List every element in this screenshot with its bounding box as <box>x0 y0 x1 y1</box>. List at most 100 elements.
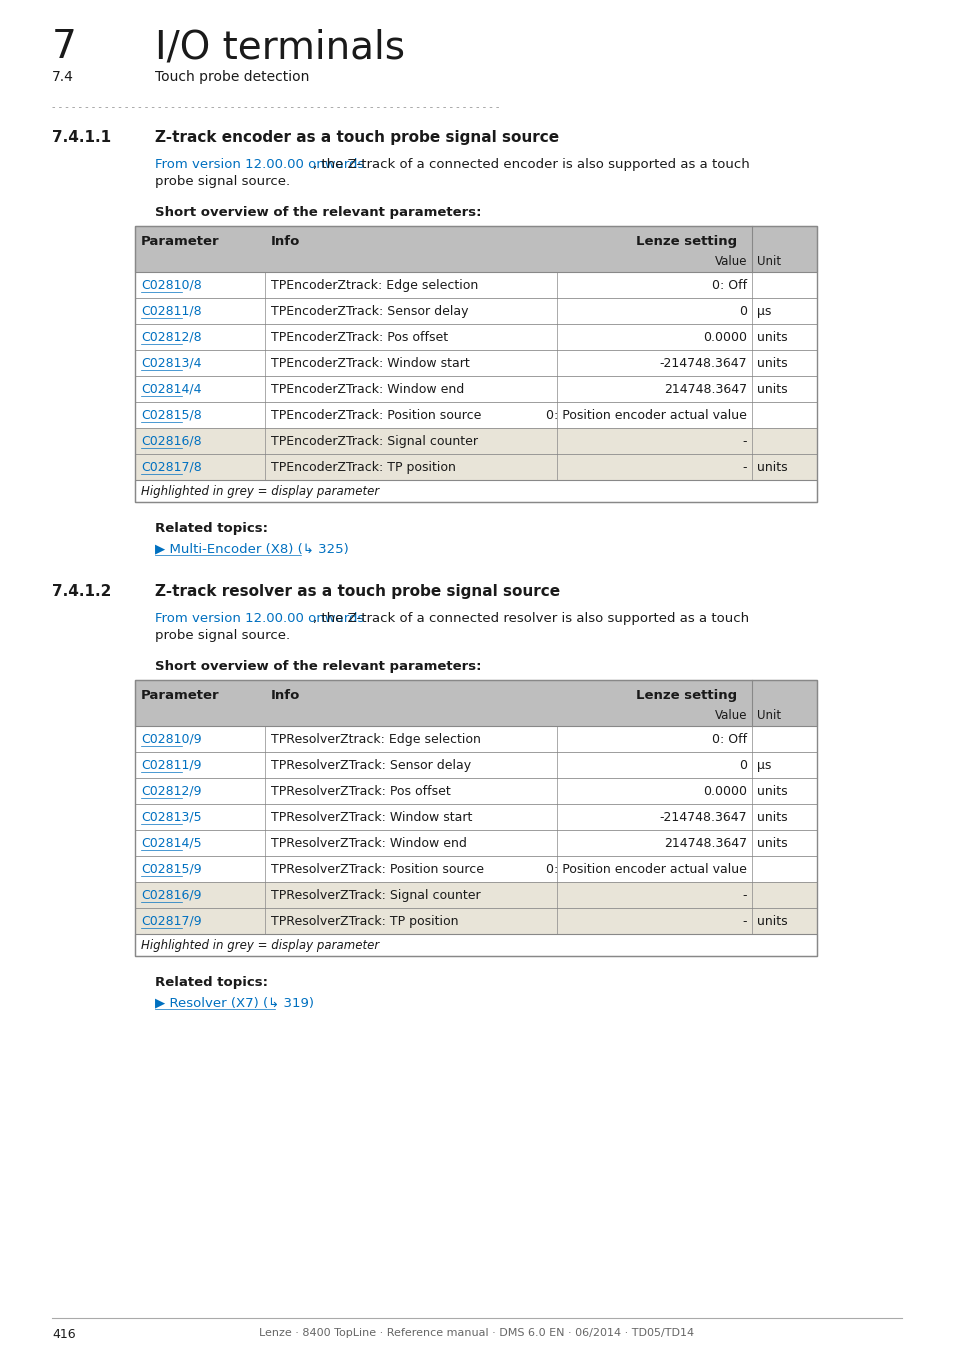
Text: C02815/9: C02815/9 <box>141 863 201 876</box>
Text: -: - <box>741 460 746 474</box>
Text: C02813/4: C02813/4 <box>141 356 201 370</box>
Text: 0.0000: 0.0000 <box>702 331 746 344</box>
Text: TPEncoderZTrack: Window end: TPEncoderZTrack: Window end <box>271 383 464 396</box>
Bar <box>135 454 816 481</box>
Text: TPResolverZTrack: Window end: TPResolverZTrack: Window end <box>271 837 466 850</box>
Text: , the Z-track of a connected resolver is also supported as a touch: , the Z-track of a connected resolver is… <box>313 612 748 625</box>
Text: Info: Info <box>271 235 300 248</box>
Bar <box>135 225 816 502</box>
Bar <box>135 225 816 271</box>
Bar <box>135 830 816 856</box>
Text: Related topics:: Related topics: <box>154 522 268 535</box>
Bar <box>135 909 816 934</box>
Bar <box>135 778 816 805</box>
Bar <box>135 324 816 350</box>
Text: C02813/5: C02813/5 <box>141 811 201 824</box>
Text: 7: 7 <box>52 28 77 66</box>
Text: TPResolverZTrack: Window start: TPResolverZTrack: Window start <box>271 811 472 824</box>
Bar <box>135 805 816 830</box>
Text: -214748.3647: -214748.3647 <box>659 356 746 370</box>
Bar <box>135 481 816 502</box>
Text: 214748.3647: 214748.3647 <box>663 837 746 850</box>
Text: From version 12.00.00 onwards: From version 12.00.00 onwards <box>154 612 364 625</box>
Text: , the Z-track of a connected encoder is also supported as a touch: , the Z-track of a connected encoder is … <box>313 158 749 171</box>
Text: 214748.3647: 214748.3647 <box>663 383 746 396</box>
Text: Parameter: Parameter <box>141 688 219 702</box>
Text: 7.4.1.2: 7.4.1.2 <box>52 585 112 599</box>
Text: 0: Off: 0: Off <box>711 733 746 747</box>
Bar <box>135 271 816 298</box>
Text: C02810/8: C02810/8 <box>141 279 201 292</box>
Text: 0: 0 <box>739 759 746 772</box>
Text: 0: Position encoder actual value: 0: Position encoder actual value <box>545 863 746 876</box>
Bar <box>135 726 816 752</box>
Text: Lenze · 8400 TopLine · Reference manual · DMS 6.0 EN · 06/2014 · TD05/TD14: Lenze · 8400 TopLine · Reference manual … <box>259 1328 694 1338</box>
Text: TPResolverZtrack: Edge selection: TPResolverZtrack: Edge selection <box>271 733 480 747</box>
Text: units: units <box>757 331 787 344</box>
Text: 7.4: 7.4 <box>52 70 73 84</box>
Text: μs: μs <box>757 759 771 772</box>
Text: C02811/8: C02811/8 <box>141 305 201 319</box>
Bar <box>135 402 816 428</box>
Bar <box>135 428 816 454</box>
Bar <box>135 752 816 778</box>
Text: Info: Info <box>271 688 300 702</box>
Text: 416: 416 <box>52 1328 75 1341</box>
Text: C02811/9: C02811/9 <box>141 759 201 772</box>
Text: C02817/8: C02817/8 <box>141 460 201 474</box>
Text: units: units <box>757 784 787 798</box>
Text: C02817/9: C02817/9 <box>141 915 201 927</box>
Text: TPResolverZTrack: Sensor delay: TPResolverZTrack: Sensor delay <box>271 759 471 772</box>
Text: Value: Value <box>714 255 746 269</box>
Text: units: units <box>757 460 787 474</box>
Text: TPEncoderZTrack: Position source: TPEncoderZTrack: Position source <box>271 409 481 423</box>
Text: Short overview of the relevant parameters:: Short overview of the relevant parameter… <box>154 660 481 674</box>
Text: units: units <box>757 837 787 850</box>
Text: - - - - - - - - - - - - - - - - - - - - - - - - - - - - - - - - - - - - - - - - : - - - - - - - - - - - - - - - - - - - - … <box>52 103 502 112</box>
Text: Z-track resolver as a touch probe signal source: Z-track resolver as a touch probe signal… <box>154 585 559 599</box>
Bar <box>135 934 816 956</box>
Text: Highlighted in grey = display parameter: Highlighted in grey = display parameter <box>141 940 379 952</box>
Text: ▶ Resolver (X7) (↳ 319): ▶ Resolver (X7) (↳ 319) <box>154 996 314 1008</box>
Text: TPEncoderZTrack: Pos offset: TPEncoderZTrack: Pos offset <box>271 331 448 344</box>
Text: -: - <box>741 890 746 902</box>
Text: C02810/9: C02810/9 <box>141 733 201 747</box>
Text: 0: 0 <box>739 305 746 319</box>
Bar <box>135 680 816 726</box>
Text: Short overview of the relevant parameters:: Short overview of the relevant parameter… <box>154 207 481 219</box>
Text: -: - <box>741 915 746 927</box>
Text: C02812/9: C02812/9 <box>141 784 201 798</box>
Text: TPEncoderZTrack: Window start: TPEncoderZTrack: Window start <box>271 356 469 370</box>
Text: Lenze setting: Lenze setting <box>636 235 737 248</box>
Text: -214748.3647: -214748.3647 <box>659 811 746 824</box>
Text: TPEncoderZTrack: TP position: TPEncoderZTrack: TP position <box>271 460 456 474</box>
Text: C02814/4: C02814/4 <box>141 383 201 396</box>
Text: 0.0000: 0.0000 <box>702 784 746 798</box>
Text: From version 12.00.00 onwards: From version 12.00.00 onwards <box>154 158 364 171</box>
Bar <box>135 856 816 882</box>
Bar <box>135 298 816 324</box>
Text: C02816/8: C02816/8 <box>141 435 201 448</box>
Bar <box>135 680 816 956</box>
Text: Parameter: Parameter <box>141 235 219 248</box>
Text: μs: μs <box>757 305 771 319</box>
Bar <box>135 377 816 402</box>
Text: 0: Position encoder actual value: 0: Position encoder actual value <box>545 409 746 423</box>
Text: Unit: Unit <box>757 255 781 269</box>
Text: TPResolverZTrack: TP position: TPResolverZTrack: TP position <box>271 915 458 927</box>
Text: Lenze setting: Lenze setting <box>636 688 737 702</box>
Text: Value: Value <box>714 709 746 722</box>
Text: 7.4.1.1: 7.4.1.1 <box>52 130 111 144</box>
Text: units: units <box>757 356 787 370</box>
Text: Unit: Unit <box>757 709 781 722</box>
Text: I/O terminals: I/O terminals <box>154 28 405 66</box>
Text: C02815/8: C02815/8 <box>141 409 201 423</box>
Bar <box>135 882 816 909</box>
Text: TPEncoderZTrack: Signal counter: TPEncoderZTrack: Signal counter <box>271 435 477 448</box>
Text: -: - <box>741 435 746 448</box>
Text: units: units <box>757 383 787 396</box>
Text: Related topics:: Related topics: <box>154 976 268 990</box>
Text: 0: Off: 0: Off <box>711 279 746 292</box>
Text: ▶ Multi-Encoder (X8) (↳ 325): ▶ Multi-Encoder (X8) (↳ 325) <box>154 541 349 555</box>
Text: Touch probe detection: Touch probe detection <box>154 70 309 84</box>
